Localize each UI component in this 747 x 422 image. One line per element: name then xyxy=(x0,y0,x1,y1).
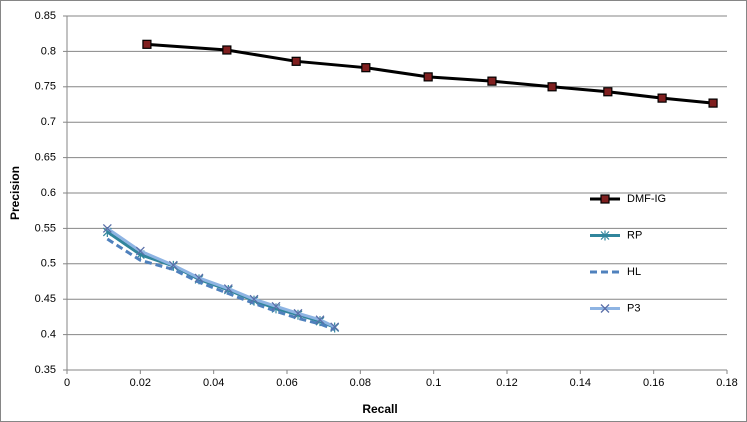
y-axis-title: Precision xyxy=(8,166,22,220)
y-tick-label: 0.75 xyxy=(35,81,56,93)
marker xyxy=(603,87,613,97)
y-tick-label: 0.85 xyxy=(35,10,56,22)
y-tick-label: 0.45 xyxy=(35,293,56,305)
x-tick-label: 0.04 xyxy=(203,377,224,389)
marker xyxy=(330,322,340,332)
marker xyxy=(293,308,303,318)
marker xyxy=(547,82,557,92)
marker xyxy=(194,273,204,283)
marker xyxy=(487,76,497,86)
legend-label: DMF-IG xyxy=(627,193,666,205)
marker xyxy=(222,45,232,55)
marker xyxy=(708,98,718,108)
x-tick-label: 0.18 xyxy=(716,377,737,389)
marker xyxy=(135,246,145,256)
legend-label: RP xyxy=(627,229,642,241)
x-tick-label: 0.16 xyxy=(643,377,664,389)
marker xyxy=(657,93,667,103)
x-tick-label: 0 xyxy=(64,377,70,389)
y-tick-label: 0.6 xyxy=(41,187,56,199)
marker xyxy=(600,194,610,204)
x-axis-title: Recall xyxy=(362,402,397,416)
marker xyxy=(223,284,233,294)
marker xyxy=(142,39,152,49)
y-tick-label: 0.65 xyxy=(35,152,56,164)
marker xyxy=(102,223,112,233)
series-line xyxy=(146,42,714,105)
marker xyxy=(291,56,301,66)
y-tick-label: 0.8 xyxy=(41,45,56,57)
legend-label: HL xyxy=(627,266,641,278)
marker xyxy=(271,301,281,311)
legend-label: P3 xyxy=(627,302,640,314)
y-tick-label: 0.55 xyxy=(35,222,56,234)
marker xyxy=(423,72,433,82)
x-tick-label: 0.02 xyxy=(130,377,151,389)
x-tick-label: 0.06 xyxy=(276,377,297,389)
marker xyxy=(361,63,371,73)
marker xyxy=(249,294,259,304)
marker xyxy=(600,230,610,241)
series-line xyxy=(106,237,336,332)
y-tick-label: 0.4 xyxy=(41,329,56,341)
marker xyxy=(315,315,325,325)
y-tick-label: 0.35 xyxy=(35,364,56,376)
y-tick-label: 0.5 xyxy=(41,258,56,270)
marker xyxy=(168,260,178,270)
series-line xyxy=(106,227,336,329)
y-tick-label: 0.7 xyxy=(41,116,56,128)
x-tick-label: 0.1 xyxy=(426,377,441,389)
x-tick-label: 0.14 xyxy=(570,377,591,389)
x-tick-label: 0.08 xyxy=(350,377,371,389)
x-tick-label: 0.12 xyxy=(496,377,517,389)
marker xyxy=(600,304,610,313)
